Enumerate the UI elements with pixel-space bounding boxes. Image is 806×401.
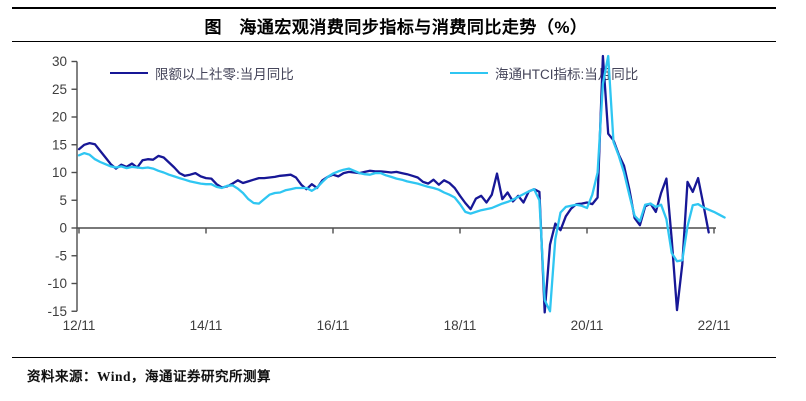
y-tick-label: 0 [59,221,67,236]
source-note: 资料来源：Wind，海通证券研究所测算 [27,369,272,384]
x-tick-label: 16/11 [317,318,350,333]
chart-title: 图 海通宏观消费同步指标与消费同比走势（%） [204,18,588,37]
y-tick-label: 10 [52,165,67,180]
y-tick-label: -15 [47,304,67,319]
x-tick-label: 20/11 [571,318,604,333]
bottom-divider-line [12,357,776,359]
legend-label-retail-sales: 限额以上社零:当月同比 [155,67,294,82]
legend-line-swatch-navy [110,72,148,74]
y-tick-label: 30 [52,54,67,69]
y-tick-label: -5 [55,248,67,263]
series-line-retail-sales [77,54,710,314]
legend-item-retail-sales: 限额以上社零:当月同比 [110,63,294,83]
legend-line-swatch-cyan [450,72,488,74]
x-tick-label: 14/11 [190,318,223,333]
title-divider-line [12,41,776,43]
x-tick-label: 18/11 [444,318,477,333]
y-tick-label: 5 [59,193,67,208]
top-border-line [12,7,776,9]
x-tick-label: 12/11 [63,318,96,333]
y-tick-label: 25 [52,82,67,97]
y-tick-label: 20 [52,110,67,125]
y-tick-label: 15 [52,137,67,152]
y-tick-label: -10 [47,276,67,291]
series-line-htci [77,54,726,313]
x-tick-label: 22/11 [698,318,731,333]
